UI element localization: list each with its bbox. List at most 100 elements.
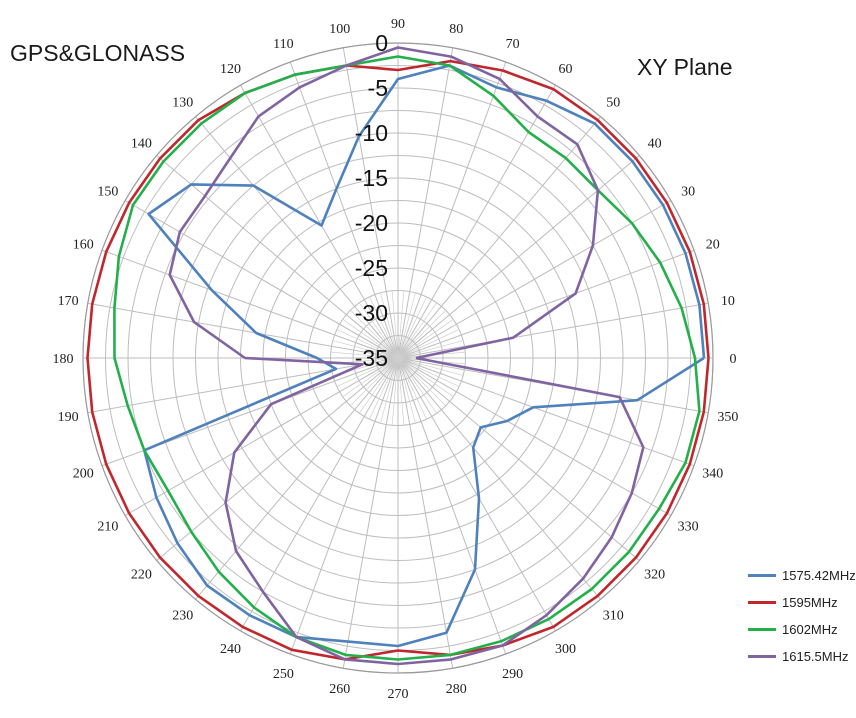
grid-spoke — [124, 200, 399, 359]
grid-spoke-minor — [397, 357, 405, 426]
legend-item: 1615.5MHz — [748, 643, 856, 670]
angle-tick-label: 290 — [502, 667, 523, 682]
series-line-0 — [143, 64, 706, 648]
legend-swatch — [748, 574, 776, 577]
angle-tick-label: 240 — [220, 642, 241, 657]
grid-spoke-minor — [397, 290, 405, 359]
grid-spoke — [156, 155, 399, 359]
grid-spoke-minor — [336, 357, 399, 387]
grid-spoke — [289, 357, 399, 655]
angle-tick-label: 270 — [388, 687, 409, 702]
angle-tick-label: 340 — [702, 467, 723, 482]
radial-tick-label: -10 — [355, 120, 388, 146]
chart-title-left: GPS&GLONASS — [10, 40, 186, 66]
grid-spoke — [397, 357, 507, 655]
grid-spoke — [101, 249, 399, 359]
angle-tick-label: 100 — [329, 22, 350, 37]
legend-swatch — [748, 655, 776, 658]
grid-spoke-minor — [380, 292, 399, 359]
grid-spoke-minor — [397, 292, 416, 359]
grid-spoke — [289, 61, 399, 359]
angle-tick-label: 120 — [220, 62, 241, 77]
angle-tick-label: 320 — [644, 567, 665, 582]
grid-spoke-minor — [397, 357, 454, 398]
legend-label: 1595MHz — [782, 595, 838, 610]
series-line-1 — [86, 59, 710, 661]
grid-spoke-minor — [397, 340, 464, 359]
grid-spoke-minor — [330, 351, 399, 359]
angle-tick-label: 220 — [131, 567, 152, 582]
angle-tick-label: 90 — [391, 17, 405, 32]
radial-tick-label: -30 — [355, 300, 388, 326]
grid-spoke — [397, 116, 601, 359]
angle-tick-label: 10 — [721, 294, 735, 309]
grid-spoke-minor — [397, 329, 460, 359]
grid-spoke — [397, 357, 672, 516]
radial-tick-label: 0 — [375, 30, 388, 56]
chart-title-right: XY Plane — [637, 54, 733, 80]
angle-tick-label: 310 — [603, 609, 624, 624]
grid-spoke-minor — [397, 302, 438, 359]
grid-spoke-minor — [358, 357, 399, 414]
grid-spoke-minor — [342, 318, 399, 359]
grid-spoke — [156, 357, 399, 561]
radial-tick-label: -5 — [368, 75, 388, 101]
series-line-3 — [168, 46, 645, 666]
grid-spoke — [397, 357, 640, 561]
grid-spoke — [195, 357, 399, 600]
legend-item: 1575.42MHz — [748, 562, 856, 589]
grid-spoke-minor — [336, 329, 399, 359]
grid-spoke — [240, 84, 399, 359]
angle-tick-label: 170 — [58, 294, 79, 309]
grid-spoke — [397, 357, 695, 467]
angle-tick-label: 150 — [97, 185, 118, 200]
grid-spoke-minor — [397, 296, 427, 359]
grid-spoke — [124, 357, 399, 516]
angle-tick-label: 80 — [449, 22, 463, 37]
legend-label: 1575.42MHz — [782, 568, 856, 583]
angle-tick-label: 70 — [506, 37, 520, 52]
grid-spoke-minor — [391, 290, 399, 359]
angle-tick-label: 330 — [678, 520, 699, 535]
grid-spoke — [397, 200, 672, 359]
grid-spoke-minor — [397, 357, 446, 406]
angle-tick-label: 350 — [717, 410, 738, 425]
radial-tick-label: -15 — [355, 165, 388, 191]
angle-tick-label: 140 — [131, 137, 152, 152]
grid-spoke — [87, 302, 399, 359]
radial-tick-label: -25 — [355, 255, 388, 281]
plot-boundary — [82, 42, 714, 674]
angle-tick-label: 210 — [97, 520, 118, 535]
grid-spoke-minor — [397, 357, 438, 414]
legend-item: 1595MHz — [748, 589, 856, 616]
angle-tick-label: 30 — [681, 185, 695, 200]
grid-spoke-minor — [380, 357, 399, 424]
grid-spoke-minor — [358, 302, 399, 359]
chart-legend: 1575.42MHz 1595MHz 1602MHz 1615.5MHz — [748, 562, 856, 670]
grid-spoke — [397, 357, 556, 632]
grid-spoke — [342, 47, 399, 359]
grid-spoke-minor — [397, 357, 416, 424]
grid-spoke — [195, 116, 399, 359]
angle-tick-label: 20 — [706, 237, 720, 252]
grid-spoke — [397, 84, 556, 359]
angle-tick-label: 60 — [559, 62, 573, 77]
grid-spoke — [397, 155, 640, 359]
grid-spoke — [87, 357, 399, 414]
angle-tick-label: 250 — [273, 667, 294, 682]
angle-tick-label: 200 — [73, 467, 94, 482]
series-line-2 — [113, 55, 701, 661]
legend-label: 1602MHz — [782, 622, 838, 637]
grid-spoke-minor — [397, 357, 460, 387]
grid-spoke — [397, 47, 454, 359]
angle-tick-label: 260 — [329, 682, 350, 697]
angle-tick-label: 180 — [53, 352, 74, 367]
angle-tick-label: 50 — [606, 95, 620, 110]
grid-spoke-minor — [350, 357, 399, 406]
grid-spoke-minor — [397, 318, 454, 359]
radial-tick-label: -20 — [355, 210, 388, 236]
grid-spoke — [397, 357, 454, 669]
grid-spoke — [397, 61, 507, 359]
angle-tick-label: 130 — [172, 95, 193, 110]
